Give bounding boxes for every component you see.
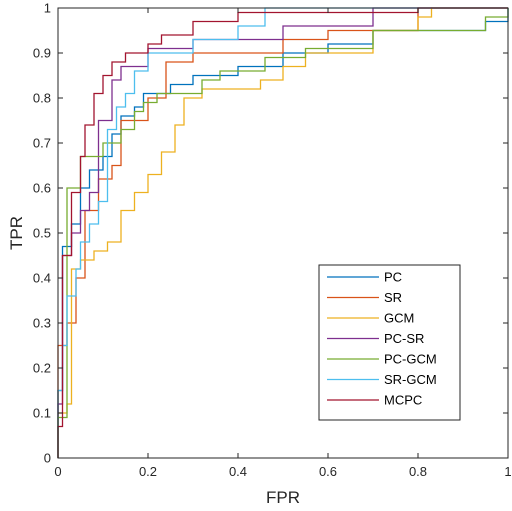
y-tick-label: 0.9 <box>33 46 51 61</box>
y-tick-label: 1 <box>44 1 51 16</box>
legend-label: PC-SR <box>384 331 424 346</box>
y-tick-label: 0.3 <box>33 316 51 331</box>
legend-item-gcm: GCM <box>327 311 414 326</box>
y-tick-label: 0.4 <box>33 271 51 286</box>
x-tick-label: 1 <box>504 464 511 479</box>
x-tick-label: 0.8 <box>409 464 427 479</box>
ticks-layer: 0 0.2 0.4 0.6 0.8 1 0 0.1 0.2 0.3 0.4 0.5 0.6 0.7 0.8 0… <box>33 1 512 480</box>
y-axis-label: TPR <box>7 216 26 250</box>
series-layer <box>57 7 509 458</box>
series-line-sr <box>57 7 508 458</box>
legend-item-pc: PC <box>327 270 402 285</box>
legend-label: MCPC <box>384 393 422 408</box>
legend-box <box>318 264 461 421</box>
y-tick-label: 0.1 <box>33 406 51 421</box>
legend-item-pc-gcm: PC-GCM <box>327 352 437 367</box>
legend-label: SR-GCM <box>384 372 437 387</box>
legend-label: GCM <box>384 311 414 326</box>
legend-item-sr-gcm: SR-GCM <box>327 372 437 387</box>
x-tick-label: 0.2 <box>139 464 157 479</box>
legend-item-pc-sr: PC-SR <box>327 331 424 346</box>
x-tick-label: 0.4 <box>229 464 247 479</box>
x-tick-label: 0.6 <box>319 464 337 479</box>
y-tick-label: 0.2 <box>33 361 51 376</box>
y-tick-label: 0.6 <box>33 181 51 196</box>
y-tick-label: 0.5 <box>33 226 51 241</box>
legend-label: PC <box>384 270 402 285</box>
legend-items: PC SR GCM PC-SR PC-GCM SR-GCM MCPC <box>327 270 437 408</box>
y-tick-label: 0.7 <box>33 136 51 151</box>
series-line-pc <box>57 8 509 458</box>
x-axis-label: FPR <box>266 488 300 507</box>
y-tick-label: 0 <box>44 451 51 466</box>
series-line-sr-gcm <box>57 7 508 458</box>
x-tick-label: 0 <box>54 464 61 479</box>
legend-label: SR <box>384 290 402 305</box>
legend-item-sr: SR <box>327 290 402 305</box>
legend-label: PC-GCM <box>384 352 437 367</box>
legend-item-mcpc: MCPC <box>327 393 422 408</box>
y-tick-label: 0.8 <box>33 91 51 106</box>
series-line-mcpc <box>57 7 508 458</box>
legend: PC SR GCM PC-SR PC-GCM SR-GCM MCPC <box>318 264 461 421</box>
